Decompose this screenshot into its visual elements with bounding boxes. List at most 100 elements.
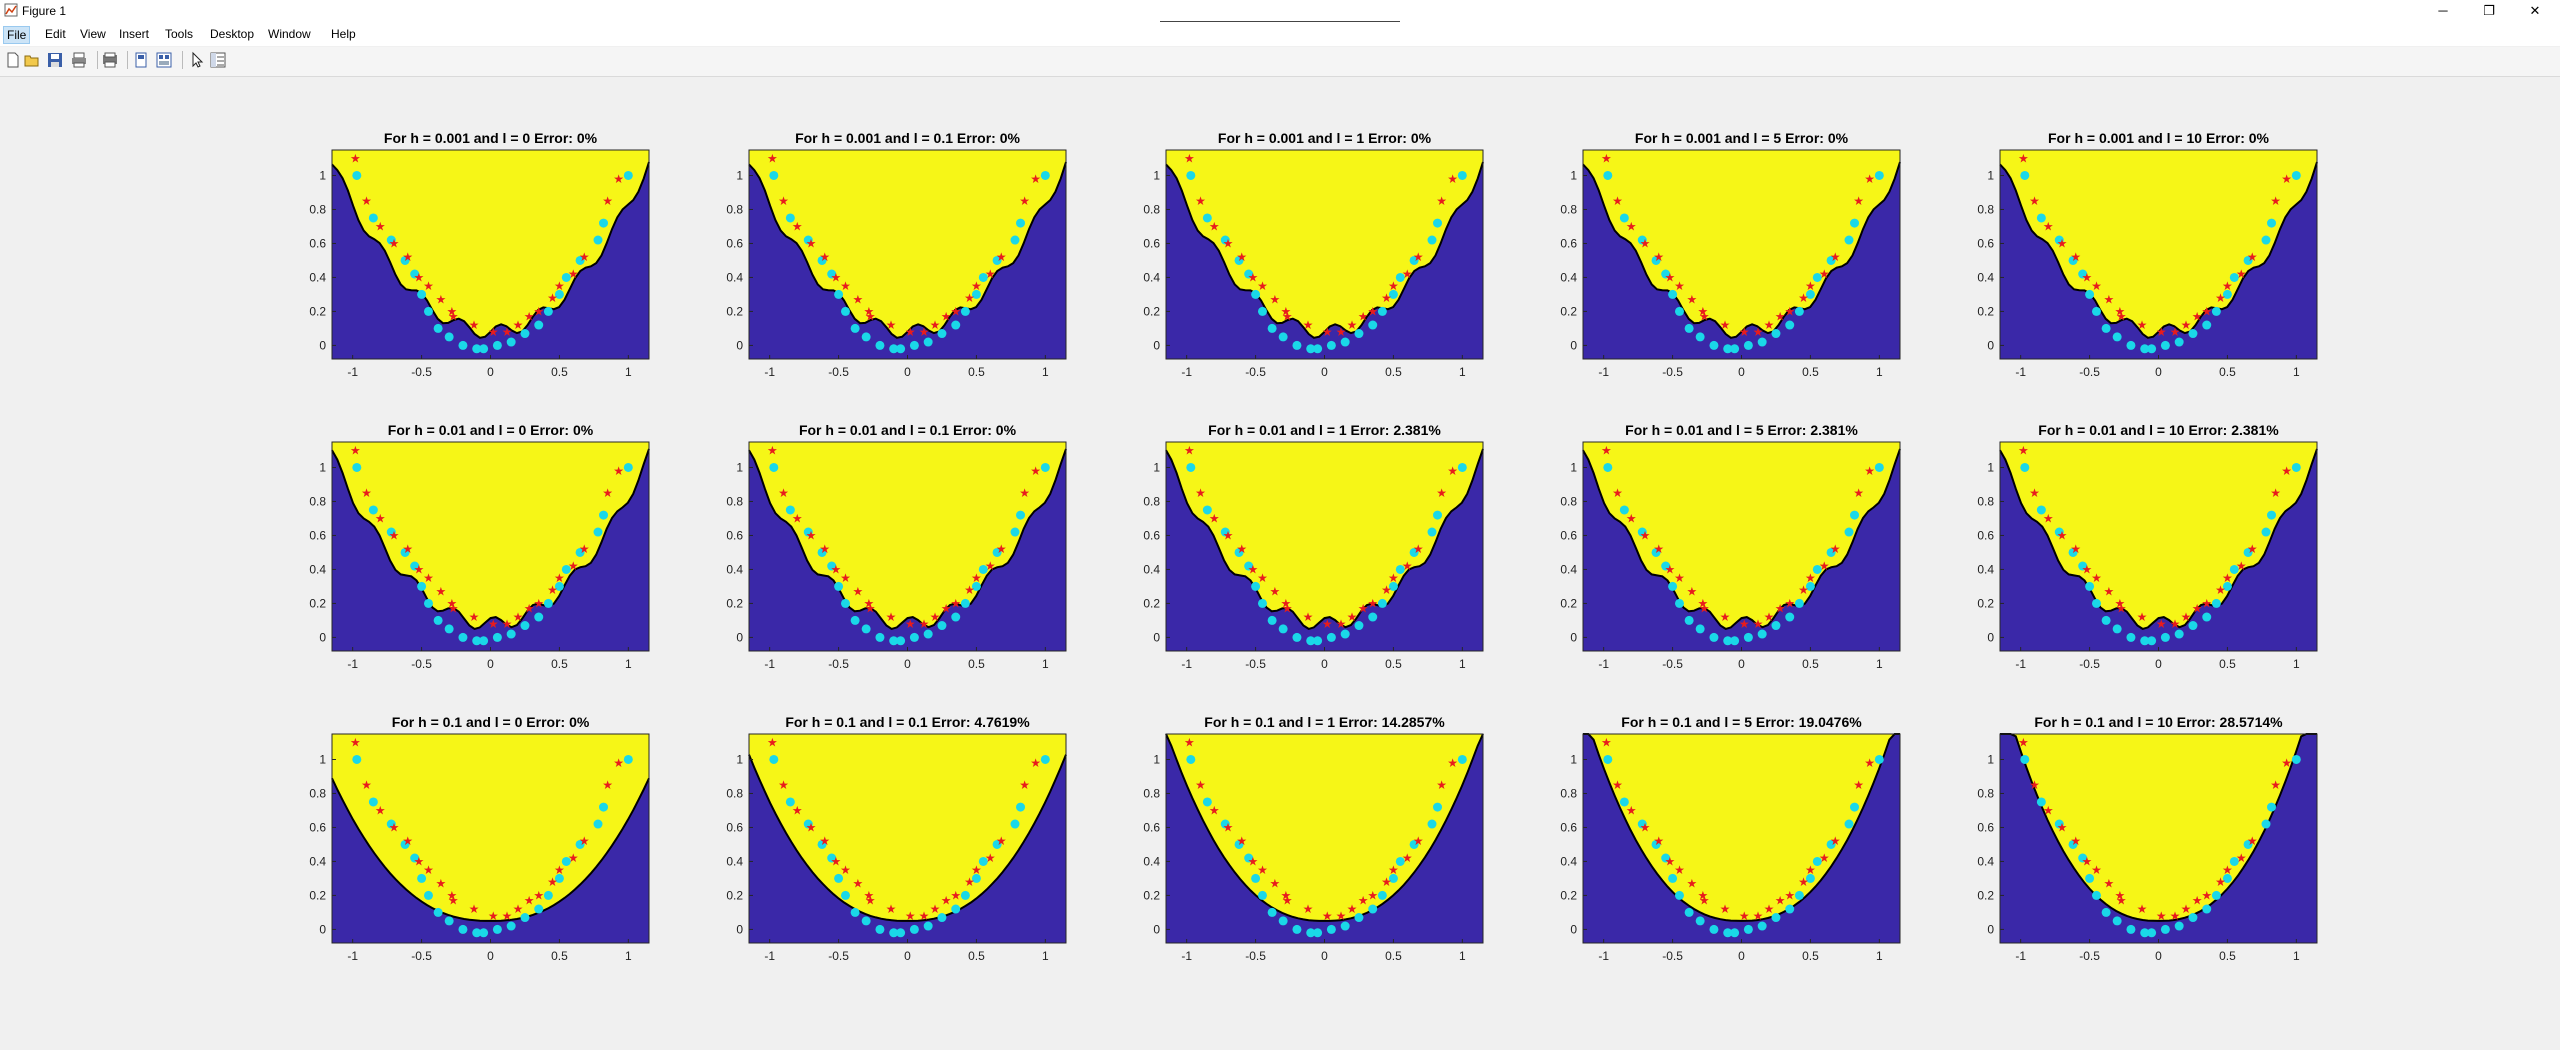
star-point: ★ [2029,486,2040,500]
x-tick-label: 1 [1042,949,1049,963]
star-point: ★ [2156,325,2167,339]
circle-point [889,928,899,938]
circle-point [1306,636,1316,646]
circle-point [1684,615,1694,625]
menu-tools[interactable]: Tools [165,27,194,41]
region-class [332,442,649,629]
circle-point [2188,913,2198,923]
subplot-11: ★★★★★★★★★★★ ★ ★ ★★★★★★★★★-1 -0.5 0 0.5 100.20.4… [309,714,650,963]
circle-point [1805,289,1815,299]
star-point: ★ [830,562,841,576]
link-plot-icon[interactable] [132,51,150,69]
star-point: ★ [985,267,996,281]
y-tick-label: 0 [1987,338,1994,352]
property-inspector-icon[interactable] [209,51,227,69]
close-button[interactable]: ✕ [2529,3,2541,18]
circle-point [1668,581,1678,591]
y-tick-label: 0 [736,630,743,644]
circle-point [561,564,571,574]
y-tick-label: 0 [319,922,326,936]
circle-point [534,904,544,914]
star-point: ★ [2103,293,2114,307]
star-point: ★ [447,596,458,610]
circle-point [2188,621,2198,631]
star-point: ★ [1653,250,1664,264]
star-point: ★ [1367,304,1378,318]
region-class [749,150,1066,338]
circle-point [850,323,860,333]
edit-plot-icon[interactable] [188,51,206,69]
menu-window[interactable]: Window [268,27,311,41]
star-point: ★ [1798,583,1809,597]
save-icon[interactable] [46,51,64,69]
circle-point [1278,624,1288,634]
star-point: ★ [2181,902,2192,916]
circle-point [1354,913,1364,923]
circle-point [1457,462,1467,472]
subplot-title: For h = 0.01 and l = 1 Error: 2.381% [1208,422,1441,438]
menu-help[interactable]: Help [331,27,356,41]
minimize-button[interactable]: ─ [2438,3,2448,18]
star-point: ★ [402,250,413,264]
star-point: ★ [1282,602,1293,616]
star-point: ★ [886,318,897,332]
star-point: ★ [502,617,513,631]
y-tick-label: 0 [1987,630,1994,644]
star-point: ★ [2215,875,2226,889]
star-point: ★ [547,291,558,305]
menu-file[interactable]: File [3,26,31,44]
circle-point [1040,170,1050,180]
restore-button[interactable]: ❐ [2483,3,2495,18]
print-preview-icon[interactable] [101,51,119,69]
star-point: ★ [840,863,851,877]
star-point: ★ [1805,571,1816,585]
print-icon[interactable] [70,51,88,69]
star-point: ★ [806,820,817,834]
menu-insert[interactable]: Insert [119,27,150,41]
star-point: ★ [1388,863,1399,877]
star-point: ★ [413,562,424,576]
open-file-icon[interactable] [23,51,41,69]
circle-point [1313,636,1323,646]
circle-point [623,754,633,764]
x-tick-label: 0.5 [968,657,985,671]
star-point: ★ [533,596,544,610]
circle-point [1668,873,1678,883]
x-tick-label: 0 [487,365,494,379]
menu-desktop[interactable]: Desktop [210,27,255,41]
menu-edit[interactable]: Edit [45,27,66,41]
star-point: ★ [886,902,897,916]
new-figure-icon[interactable] [4,51,22,69]
circle-point [1844,819,1854,829]
circle-point [520,329,530,339]
insert-colorbar-icon[interactable] [155,51,173,69]
circle-point [417,289,427,299]
circle-point [1619,797,1629,807]
circle-point [423,890,433,900]
circle-point [960,890,970,900]
x-tick-label: 0 [1738,365,1745,379]
star-point: ★ [524,602,535,616]
star-point: ★ [1830,250,1841,264]
region-class [332,150,649,338]
star-point: ★ [830,270,841,284]
circle-point [410,853,420,863]
circle-point [2091,598,2101,608]
circle-point [400,255,410,265]
circle-point [2229,856,2239,866]
circle-point [1186,170,1196,180]
star-point: ★ [905,617,916,631]
circle-point [803,527,813,537]
star-point: ★ [1402,851,1413,865]
circle-point [1340,337,1350,347]
circle-point [1674,890,1684,900]
circle-point [1812,272,1822,282]
star-point: ★ [919,909,930,923]
y-tick-label: 0 [319,630,326,644]
circle-point [1684,907,1694,917]
star-point: ★ [533,888,544,902]
circle-point [1771,621,1781,631]
star-point: ★ [2156,617,2167,631]
menu-view[interactable]: View [80,27,106,41]
star-point: ★ [840,571,851,585]
